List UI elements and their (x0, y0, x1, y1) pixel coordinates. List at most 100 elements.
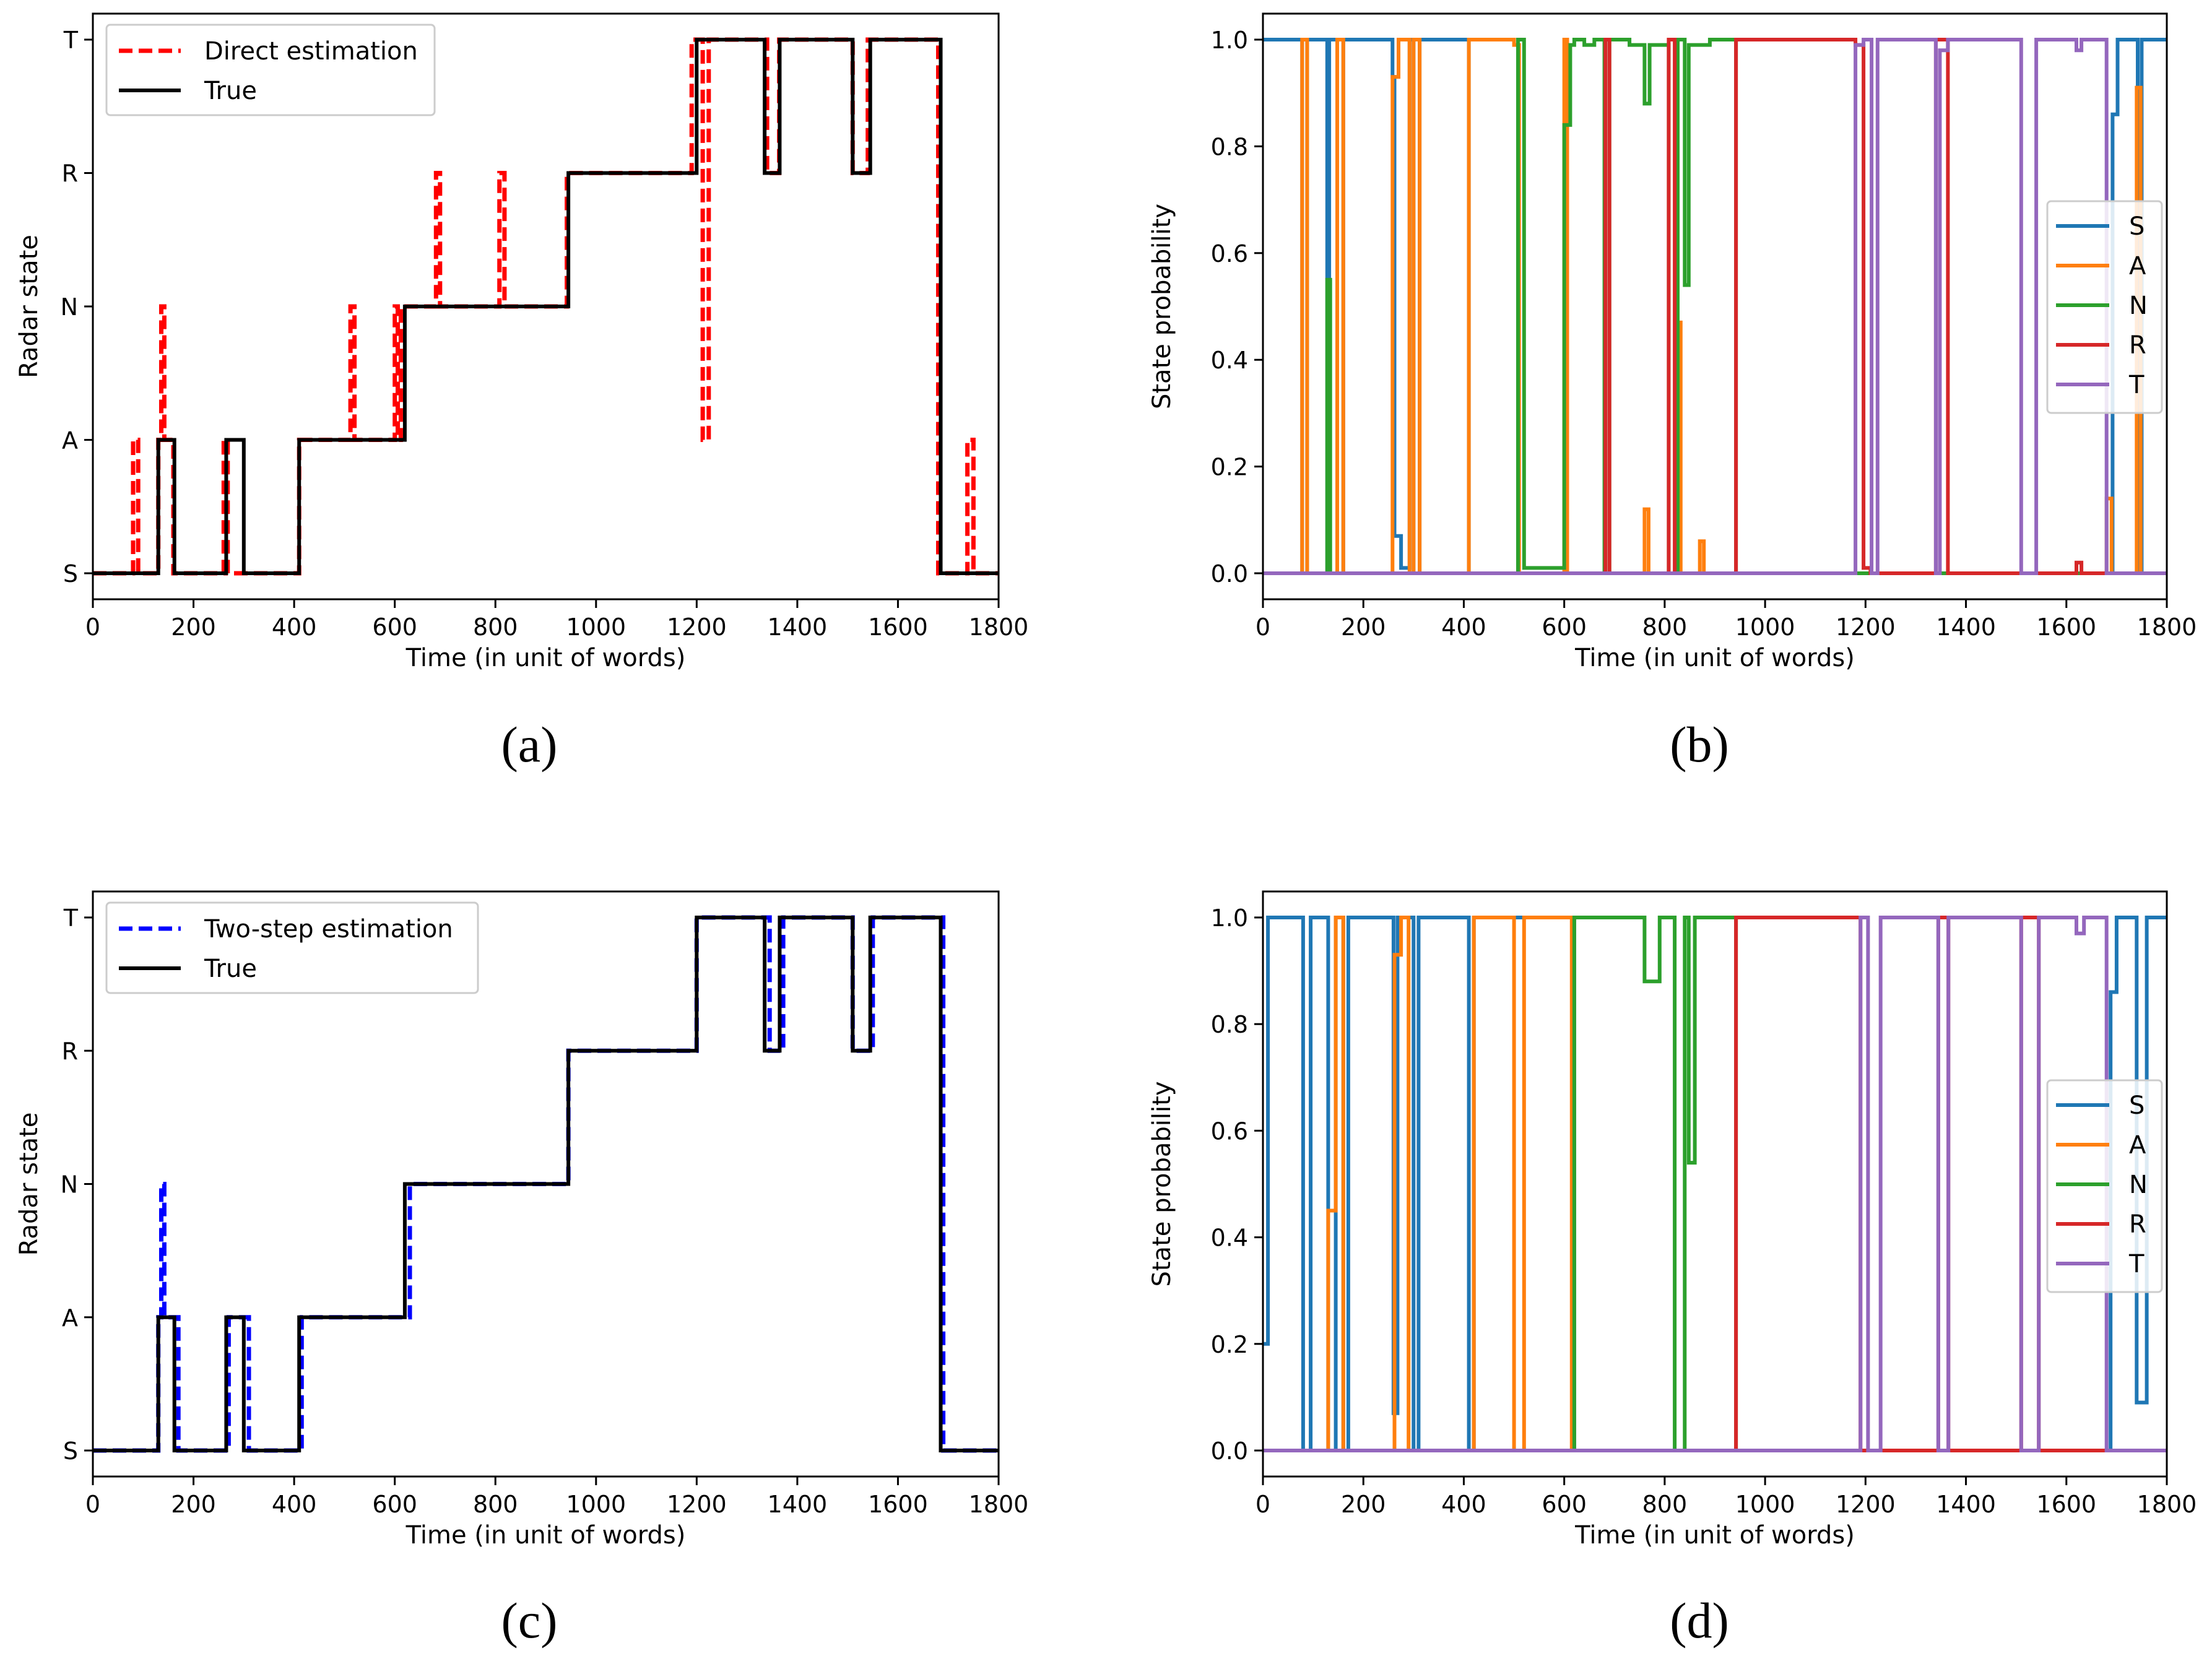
x-tick-label: 600 (1542, 1491, 1587, 1518)
x-tick-label: 1000 (566, 614, 626, 641)
y-axis-title: Radar state (15, 235, 43, 378)
y-tick-label: 0.0 (1211, 560, 1248, 588)
legend-label: True (204, 77, 257, 105)
plot-frame (1262, 12, 2168, 601)
chart-panel-a: 0 200 400 600 800 1000 1200 1400 1600 1800 S A N R T Ti… (15, 12, 1029, 773)
series-group (1263, 38, 2167, 575)
series-line-r (1263, 38, 2167, 575)
x-tick-label: 1400 (1936, 614, 1996, 641)
legend-label: T (2128, 1250, 2145, 1278)
y-axis-title: State probability (1148, 1081, 1176, 1286)
x-tick-label: 1600 (868, 1491, 928, 1518)
x-tick-label: 1600 (2036, 1491, 2096, 1518)
x-tick-label: 0 (1256, 1491, 1270, 1518)
legend-label: A (2129, 1131, 2146, 1160)
x-tick-label: 400 (1441, 614, 1486, 641)
y-tick-label: R (62, 1038, 78, 1065)
series-line-s (1263, 916, 2167, 1452)
x-tick-label: 1200 (667, 614, 727, 641)
legend-label: T (2128, 371, 2145, 399)
legend-label: N (2129, 292, 2148, 320)
x-tick-label: 1200 (667, 1491, 727, 1518)
y-tick-label: S (63, 1438, 78, 1465)
x-tick-label: 600 (1542, 614, 1587, 641)
plot-frame (1262, 890, 2168, 1478)
x-tick-label: 1600 (868, 614, 928, 641)
x-tick-label: 1400 (1936, 1491, 1996, 1518)
y-axis-title: State probability (1148, 204, 1176, 409)
panel-label: (c) (501, 1592, 557, 1649)
series-group (93, 37, 999, 576)
legend-box (105, 24, 436, 116)
chart-panel-d: 0 200 400 600 800 1000 1200 1400 1600 1800 0.0 0.2 0… (1148, 890, 2197, 1649)
x-tick-label: 1400 (768, 614, 828, 641)
x-axis-title: Time (in unit of words) (1574, 1521, 1855, 1550)
y-tick-label: 0.8 (1211, 133, 1248, 160)
legend-label: A (2129, 252, 2146, 280)
x-tick-label: 200 (171, 1491, 216, 1518)
y-tick-label: A (62, 427, 78, 454)
x-tick-label: 1800 (969, 614, 1029, 641)
x-tick-label: 800 (1642, 614, 1688, 641)
chart-panel-b: 0 200 400 600 800 1000 1200 1400 1600 1800 0.0 0.2 0… (1148, 12, 2197, 773)
x-tick-label: 1800 (969, 1491, 1029, 1518)
x-axis-title: Time (in unit of words) (406, 1521, 686, 1550)
series-line-a (1263, 916, 2167, 1452)
x-tick-label: 1800 (2137, 614, 2197, 641)
x-tick-label: 400 (1441, 1491, 1486, 1518)
x-tick-label: 600 (372, 614, 417, 641)
legend-label: Direct estimation (204, 37, 418, 66)
series-line-r (1263, 916, 2167, 1452)
legend: Two-step estimation True (105, 901, 479, 994)
y-tick-label: T (63, 904, 79, 932)
chart-panel-c: 0 200 400 600 800 1000 1200 1400 1600 1800 S A N R T Ti… (15, 890, 1029, 1649)
series-line-n (1263, 38, 2167, 575)
x-axis-title: Time (in unit of words) (406, 644, 686, 672)
x-tick-label: 1200 (1836, 614, 1896, 641)
x-tick-label: 200 (171, 614, 216, 641)
panel-label: (d) (1670, 1592, 1729, 1649)
series-line-true (93, 38, 999, 575)
legend-label: Two-step estimation (204, 915, 453, 943)
y-tick-label: S (63, 560, 78, 588)
y-tick-label: T (63, 27, 79, 54)
series-group (1263, 916, 2167, 1452)
y-tick-label: R (62, 160, 78, 188)
series-line-a (1263, 38, 2167, 575)
y-tick-label: 0.2 (1211, 454, 1248, 481)
y-tick-label: 1.0 (1211, 904, 1248, 932)
series-line-s (1263, 38, 2167, 575)
x-tick-label: 200 (1341, 1491, 1386, 1518)
x-tick-label: 400 (272, 614, 317, 641)
y-tick-label: 0.4 (1211, 1225, 1248, 1252)
x-tick-label: 1000 (1735, 1491, 1795, 1518)
series-line-true (93, 916, 999, 1452)
x-tick-label: 1200 (1836, 1491, 1896, 1518)
y-axis-title: Radar state (15, 1112, 43, 1256)
y-tick-label: 0.6 (1211, 1117, 1248, 1145)
x-tick-label: 800 (473, 614, 518, 641)
x-tick-label: 600 (372, 1491, 417, 1518)
legend-label: N (2129, 1171, 2148, 1199)
y-tick-label: 1.0 (1211, 27, 1248, 54)
x-tick-label: 1400 (768, 1491, 828, 1518)
x-tick-label: 1800 (2137, 1491, 2197, 1518)
series-group (93, 915, 999, 1453)
legend-box (105, 901, 479, 994)
legend-label: R (2129, 1210, 2146, 1239)
x-tick-label: 800 (473, 1491, 518, 1518)
panel-label: (a) (501, 716, 557, 773)
x-tick-label: 800 (1642, 1491, 1688, 1518)
x-tick-label: 0 (1256, 614, 1270, 641)
x-tick-label: 1600 (2036, 614, 2096, 641)
x-tick-label: 0 (85, 1491, 100, 1518)
y-tick-label: 0.8 (1211, 1011, 1248, 1038)
x-tick-label: 0 (85, 614, 100, 641)
legend-label: R (2129, 331, 2146, 360)
y-tick-label: A (62, 1304, 78, 1332)
y-tick-label: 0.2 (1211, 1331, 1248, 1358)
legend-label: S (2129, 212, 2145, 241)
